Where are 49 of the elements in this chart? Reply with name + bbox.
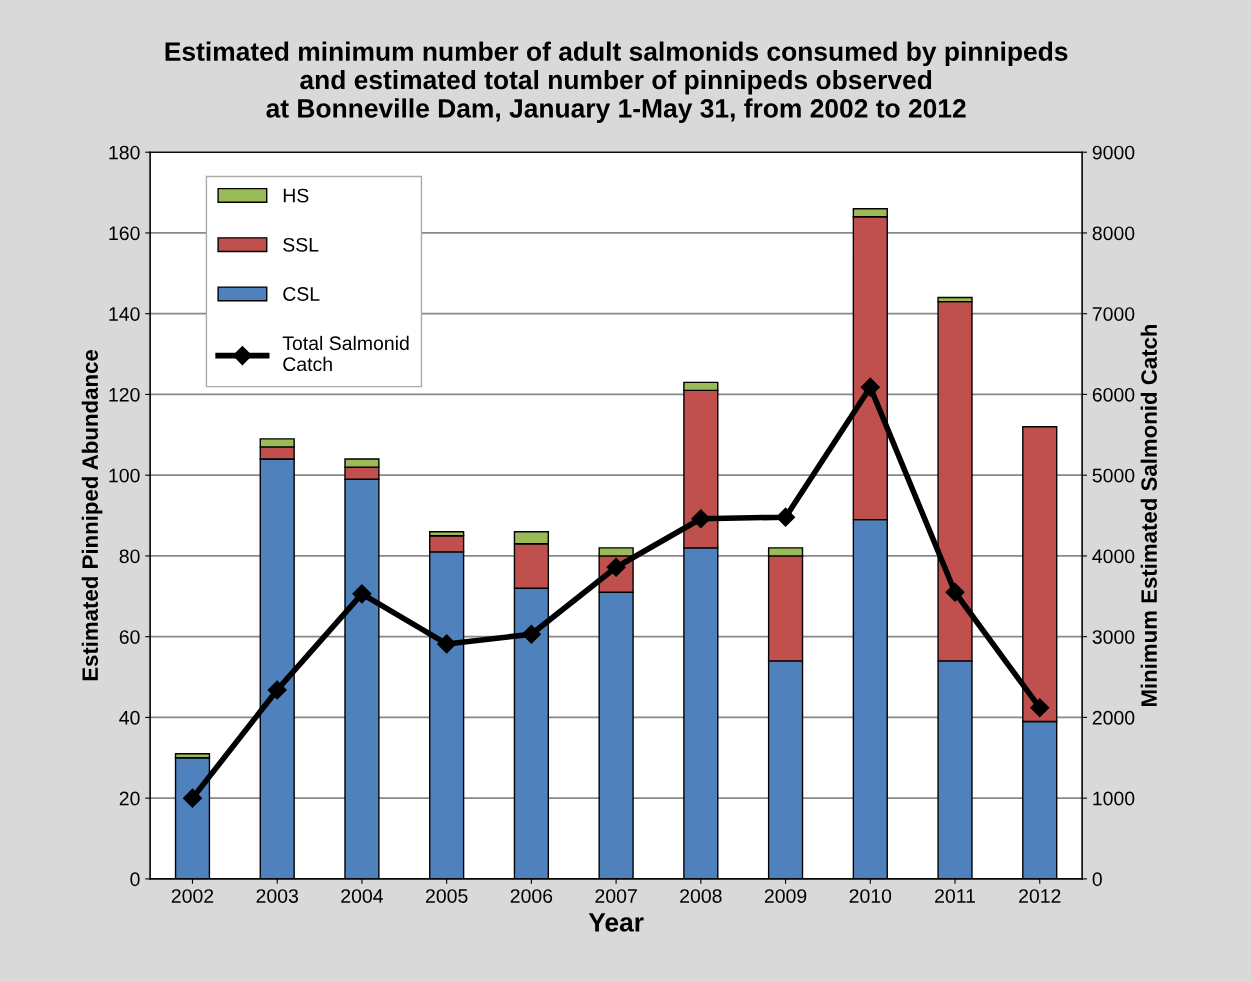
point: [691, 509, 711, 529]
x-tick-label: 2002: [171, 889, 214, 903]
y-tick-label: 120: [109, 387, 140, 402]
x-tick-label: 2003: [256, 889, 298, 903]
y-tick-label: 180: [109, 145, 140, 160]
point: [437, 634, 457, 654]
chart-title: Estimated minimum number of adult salmonids consumed by pinnipeds and estimated total number of pinnipeds observed at Bonneville Dam, January 1-May 31, from 2002 to 2012: [165, 41, 1068, 123]
x-tick-label: 2006: [510, 889, 553, 903]
y2-tick-label: 5000: [1092, 468, 1135, 483]
point: [776, 507, 796, 527]
y-tick-label: 160: [109, 226, 140, 241]
y-tick-label: 100: [109, 468, 140, 483]
y-tick-label: 40: [119, 710, 140, 725]
point: [182, 788, 203, 808]
legend-label: CSL: [283, 287, 320, 301]
x-axis-title: Year: [588, 913, 644, 932]
y2-tick-label: 2000: [1092, 710, 1135, 725]
point: [1030, 698, 1050, 718]
point: [267, 680, 287, 700]
y2-tick-label: 1000: [1093, 791, 1135, 806]
x-tick-label: 2011: [935, 889, 975, 903]
y2-tick-label: 0: [1092, 872, 1102, 887]
y2-tick-label: 3000: [1092, 630, 1135, 644]
point: [352, 584, 372, 604]
x-tick-label: 2007: [595, 889, 637, 903]
y-tick-label: 140: [109, 307, 140, 321]
x-tick-label: 2005: [426, 889, 468, 903]
y2-tick-label: 8000: [1092, 226, 1135, 241]
point: [521, 624, 541, 644]
y2-tick-label: 4000: [1092, 549, 1135, 564]
y2-axis-title: Minimum Estimated Salmonid Catch: [1140, 324, 1157, 707]
y2-tick-label: 6000: [1092, 387, 1135, 402]
legend-label: Total Salmonid Catch: [282, 335, 409, 372]
y2-tick-label: 9000: [1092, 145, 1135, 160]
x-tick-label: 2008: [680, 889, 722, 903]
point: [945, 582, 965, 602]
y-tick-label: 0: [130, 872, 140, 887]
x-tick-label: 2004: [341, 889, 383, 903]
x-tick-label: 2009: [764, 889, 807, 903]
legend-label: SSL: [283, 237, 319, 252]
x-tick-label: 2010: [849, 889, 892, 903]
y2-tick-label: 7000: [1092, 307, 1135, 321]
legend-label: HS: [283, 188, 309, 203]
y-tick-label: 20: [119, 791, 140, 806]
y-axis-title: Estimated Pinniped Abundance: [81, 350, 103, 681]
x-tick-label: 2012: [1019, 889, 1061, 903]
point: [860, 377, 880, 397]
y-tick-label: 80: [119, 549, 140, 564]
y-tick-label: 60: [119, 630, 140, 644]
